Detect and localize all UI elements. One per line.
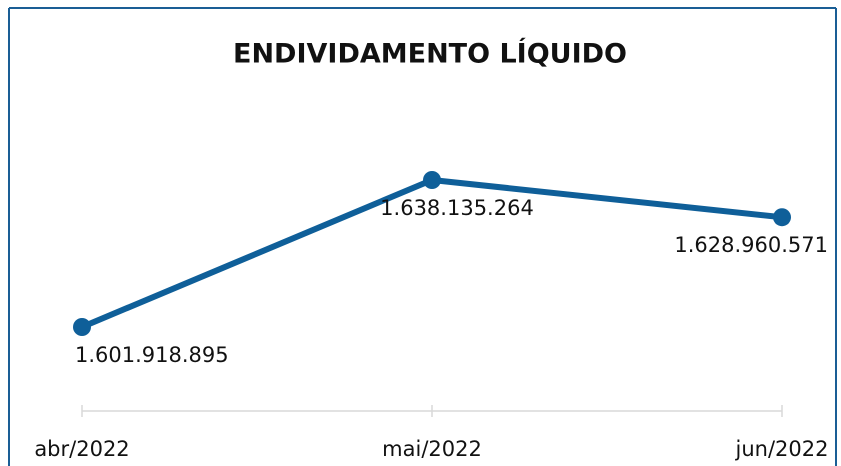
chart-title: ENDIVIDAMENTO LÍQUIDO bbox=[233, 38, 627, 70]
data-label: 1.601.918.895 bbox=[75, 343, 229, 367]
data-label: 1.628.960.571 bbox=[674, 233, 828, 257]
point bbox=[423, 171, 441, 189]
point bbox=[773, 208, 791, 227]
data-label: 1.638.135.264 bbox=[380, 196, 534, 220]
x-tick-label: jun/2022 bbox=[735, 437, 829, 461]
x-tick-label: abr/2022 bbox=[34, 437, 129, 461]
point bbox=[73, 318, 91, 336]
x-tick-label: mai/2022 bbox=[382, 437, 482, 461]
